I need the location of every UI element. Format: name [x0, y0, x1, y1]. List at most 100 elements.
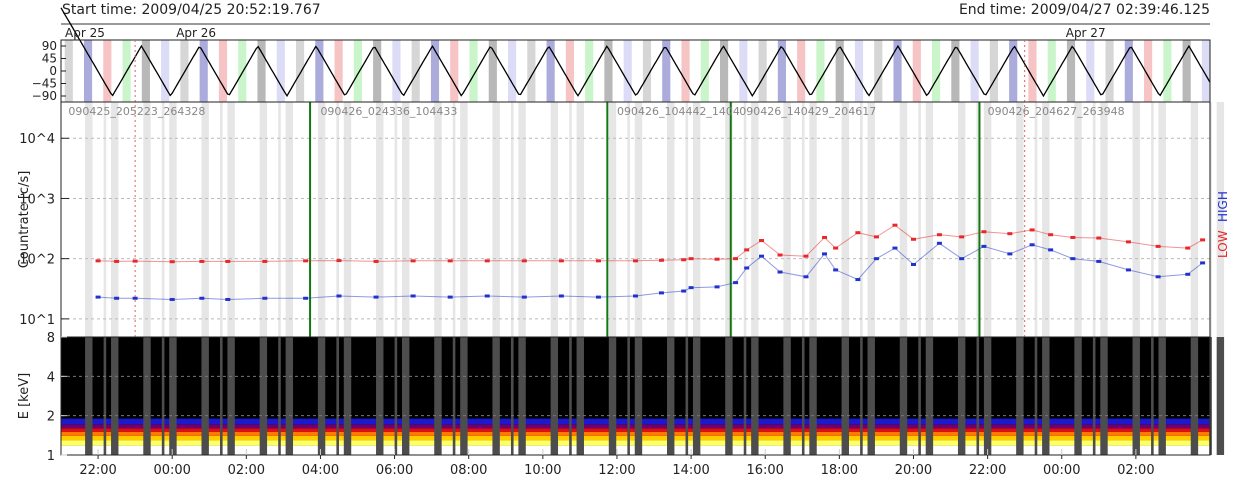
countrate-point-high — [95, 295, 101, 299]
countrate-gap — [608, 102, 617, 337]
spectrogram-gap — [809, 337, 817, 455]
attitude-band — [450, 40, 459, 102]
attitude-band — [411, 40, 420, 102]
countrate-gap — [957, 102, 966, 337]
time-tick-label: 00:00 — [153, 463, 190, 478]
spectrogram-gap — [801, 337, 805, 455]
countrate-gap — [85, 102, 93, 337]
spectrogram-gap — [460, 337, 468, 455]
countrate-gap — [492, 102, 500, 337]
spectrogram-gap — [1132, 337, 1140, 455]
spectrogram-gap — [518, 337, 526, 455]
attitude-band — [507, 40, 517, 102]
spectrogram-gap — [317, 337, 326, 455]
countrate-gap — [899, 102, 908, 337]
attitude-band — [797, 40, 806, 102]
time-tick-label: 20:00 — [895, 463, 932, 478]
attitude-band — [604, 40, 613, 102]
countrate-gap — [161, 102, 165, 337]
attitude-band — [199, 40, 208, 102]
countrate-panel: 090425_205223_264328 090426_024336_104433… — [17, 40, 1230, 455]
countrate-gap — [1042, 102, 1050, 337]
attitude-band — [893, 40, 902, 102]
countrate-gap — [809, 102, 817, 337]
countrate-gap — [460, 102, 468, 337]
time-tick-label: 10:00 — [524, 463, 561, 478]
attitude-band — [83, 40, 93, 102]
attitude-band — [488, 40, 497, 102]
file-label: 090426_104442_1404 — [617, 105, 740, 118]
file-label: 090426_204627_263948 — [988, 105, 1125, 118]
countrate-tick-label: 10^1 — [19, 313, 55, 328]
spectrogram-gap — [627, 337, 630, 455]
attitude-band — [1066, 40, 1076, 102]
spectrogram-gap — [976, 337, 980, 455]
countrate-gap — [343, 102, 352, 337]
attitude-band — [1182, 40, 1191, 102]
attitude-band — [932, 40, 941, 102]
attitude-band — [103, 40, 112, 102]
spectrogram-gap — [394, 337, 398, 455]
attitude-band — [392, 40, 401, 102]
spectrogram-tick-label: 1 — [47, 449, 55, 464]
attitude-band — [1028, 40, 1037, 102]
attitude-band — [642, 40, 652, 102]
spectrogram-gap — [918, 337, 921, 455]
spectrogram-gap — [576, 337, 584, 455]
spectrogram-gap — [1151, 337, 1154, 455]
time-tick-label: 08:00 — [450, 463, 487, 478]
spectrogram-gap — [452, 337, 456, 455]
countrate-gap — [317, 102, 326, 337]
countrate-gap — [983, 102, 992, 337]
countrate-gap — [285, 102, 294, 337]
attitude-band — [161, 40, 170, 102]
countrate-gap — [1132, 102, 1140, 337]
attitude-band — [257, 40, 266, 102]
attitude-band — [912, 40, 921, 102]
attitude-band — [585, 40, 594, 102]
countrate-gap — [1158, 102, 1166, 337]
attitude-tick-label: −45 — [32, 77, 57, 91]
spectrogram-gap — [259, 337, 268, 455]
spectrogram-gap — [285, 337, 294, 455]
spectrogram-gap — [725, 337, 733, 455]
attitude-band — [64, 40, 73, 102]
countrate-gap — [376, 102, 384, 337]
spectrogram-gap — [143, 337, 151, 455]
countrate-gap — [725, 102, 733, 337]
time-tick-label: 00:00 — [1043, 463, 1080, 478]
spectrogram-gap — [1209, 337, 1212, 455]
countrate-gap — [867, 102, 875, 337]
time-tick-label: 06:00 — [376, 463, 413, 478]
attitude-tick-label: −90 — [32, 89, 57, 103]
start-time-label: Start time: 2009/04/25 20:52:19.767 — [62, 2, 321, 18]
attitude-band — [1047, 40, 1056, 102]
date-label: Apr 26 — [176, 26, 216, 40]
countrate-gap — [860, 102, 863, 337]
countrate-gap — [227, 102, 235, 337]
spectrogram-gap — [1100, 337, 1108, 455]
attitude-band — [835, 40, 844, 102]
countrate-gap — [976, 102, 980, 337]
countrate-gap — [1016, 102, 1024, 337]
spectrogram-gap — [1074, 337, 1082, 455]
spectrogram-gap — [899, 337, 908, 455]
countrate-ylabel: Countrate [c/s] — [17, 171, 32, 269]
attitude-band — [989, 40, 998, 102]
attitude-band — [315, 40, 324, 102]
countrate-gap — [220, 102, 223, 337]
file-label: 090425_205223_264328 — [68, 105, 205, 118]
time-tick-label: 14:00 — [672, 463, 709, 478]
countrate-gap — [401, 102, 410, 337]
spectrogram-gap — [1016, 337, 1024, 455]
attitude-band — [546, 40, 555, 102]
spectrogram-gap — [278, 337, 281, 455]
attitude-band — [295, 40, 305, 102]
countrate-line-high — [98, 242, 1203, 301]
spectrogram-gap — [220, 337, 223, 455]
countrate-gap — [278, 102, 281, 337]
spectrogram-gap — [685, 337, 689, 455]
countrate-gap — [685, 102, 689, 337]
countrate-gap — [201, 102, 209, 337]
countrate-line-low — [98, 224, 1203, 263]
